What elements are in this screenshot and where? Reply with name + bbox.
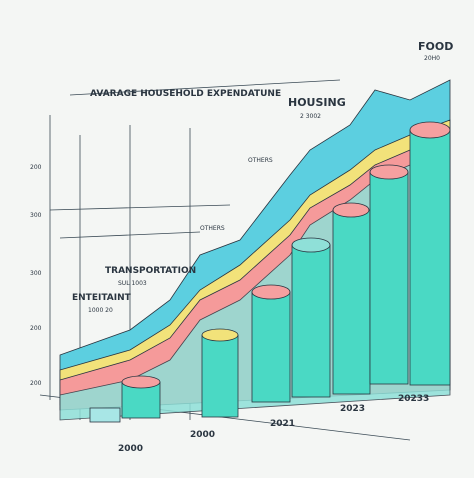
year-label: 20233: [398, 394, 429, 404]
year-label: 2000: [190, 430, 215, 440]
cylinders: [89, 121, 451, 423]
axis-label: 200: [30, 164, 42, 171]
axis-label: 200: [30, 325, 42, 332]
label: FOOD: [418, 40, 453, 53]
label: ENTEITAINT: [72, 293, 132, 303]
label-sub: 1000 20: [88, 307, 113, 314]
label-sub: SUL 1003: [118, 280, 147, 287]
axis-label: 200: [30, 380, 42, 387]
title: AVARAGE HOUSEHOLD EXPENDATUNE: [90, 89, 281, 99]
label-sub: 20H0: [424, 55, 440, 62]
label: OTHERS: [248, 157, 273, 164]
year-label: 2021: [270, 419, 295, 429]
axis-label: 300: [30, 270, 42, 277]
label: HOUSING: [288, 96, 346, 109]
axis-label: 300: [30, 212, 42, 219]
label: OTHERS: [200, 225, 225, 232]
label-sub: 2 3002: [300, 113, 321, 120]
year-label: 2023: [340, 404, 365, 414]
label: TRANSPORTATION: [105, 266, 196, 276]
year-label: 2000: [118, 444, 143, 454]
